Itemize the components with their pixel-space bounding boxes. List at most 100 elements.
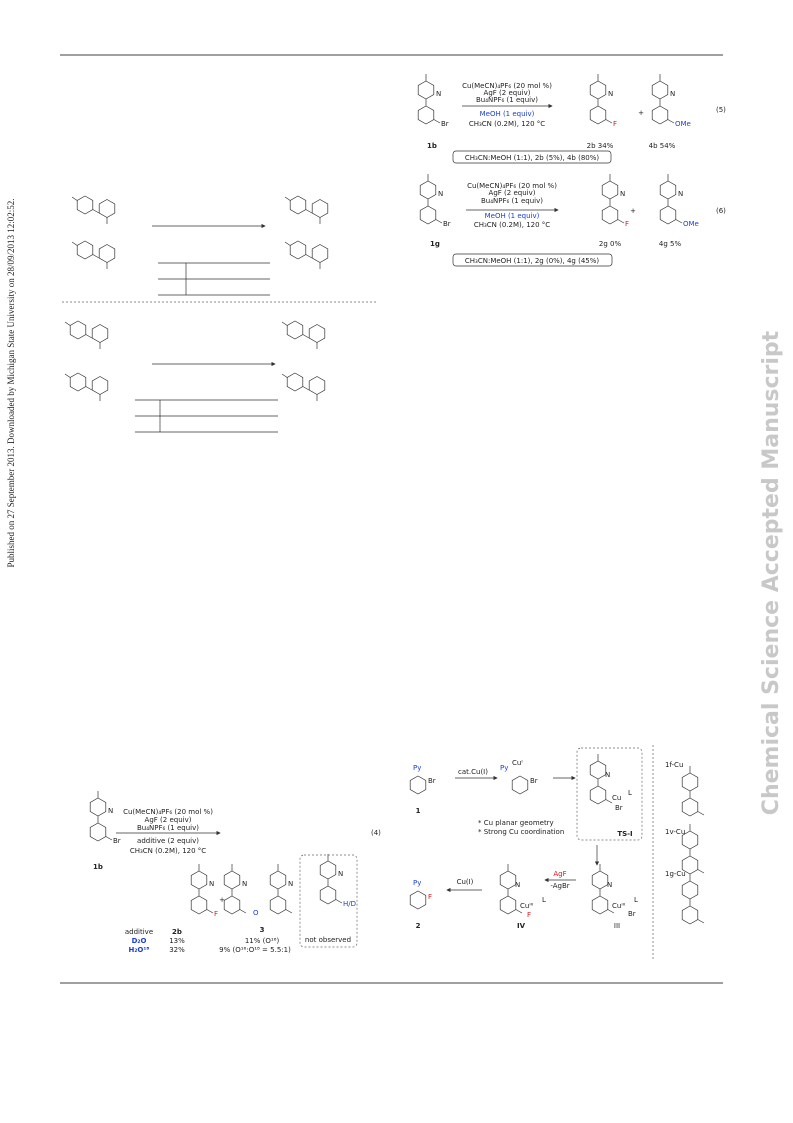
plus: + xyxy=(219,896,225,904)
compound-label: 1 xyxy=(416,807,421,815)
table-cell: 32% xyxy=(169,946,185,954)
equation-4: N Br N F O N N N H/D Cu(MeCN)₄PF₆ (20 mo… xyxy=(90,791,381,954)
atom: N xyxy=(338,870,343,878)
atom: Py xyxy=(413,764,421,772)
atom: N xyxy=(436,90,441,98)
atom: F xyxy=(527,911,531,919)
complex-label: 1f-Cu xyxy=(665,761,683,769)
atom: N xyxy=(515,881,520,889)
table-header: 3 xyxy=(260,926,265,934)
atom: Br xyxy=(530,777,538,785)
compound-label: 1g xyxy=(430,240,440,248)
left-schemes xyxy=(62,196,378,433)
mechanism: Py Br Py Cuᴵ Br N Cu L Br N Cuᴵᴵᴵ L Br N… xyxy=(409,745,704,960)
equation-number: (6) xyxy=(716,207,726,215)
compound-label: 1b xyxy=(427,142,437,150)
product-label: 2g 0% xyxy=(599,240,622,248)
condition: additive (2 equiv) xyxy=(137,837,199,845)
product-label: 4g 5% xyxy=(659,240,682,248)
atom: N xyxy=(209,880,214,888)
box-label: not observed xyxy=(305,936,351,944)
note: * Strong Cu coordination xyxy=(478,828,564,836)
condition: Cu(MeCN)₄PF₆ (20 mol %) xyxy=(462,82,552,90)
complex-label: 1g-Cu xyxy=(665,870,686,878)
reagent: AgF xyxy=(553,870,566,878)
atom: L xyxy=(634,896,638,904)
atom: Cuᴵᴵᴵ xyxy=(520,902,533,910)
atom: Cuᴵᴵᴵ xyxy=(612,902,625,910)
atom: Cu xyxy=(612,794,621,802)
complex-label: 1v-Cu xyxy=(665,828,685,836)
catalyst: cat.Cu(I) xyxy=(458,768,488,776)
reagent: Cu(I) xyxy=(457,878,474,886)
atom: Py xyxy=(413,879,421,887)
table-cell: 13% xyxy=(169,937,185,945)
atom: N xyxy=(678,190,683,198)
table-cell: 11% (O¹⁶) xyxy=(245,937,280,945)
atom: Br xyxy=(441,120,449,128)
condition: MeOH (1 equiv) xyxy=(485,212,540,220)
ts-label: TS-I xyxy=(617,830,632,838)
atom: L xyxy=(628,789,632,797)
atom: N xyxy=(670,90,675,98)
note: CH₃CN:MeOH (1:1), 2g (0%), 4g (45%) xyxy=(465,257,600,265)
plus: + xyxy=(638,109,644,117)
condition: AgF (2 equiv) xyxy=(489,189,536,197)
reagent: -AgBr xyxy=(550,882,569,890)
compound-label: 2 xyxy=(416,922,421,930)
equation-6: N Br N F N OMe Cu(MeCN)₄PF₆ (20 mol %) A… xyxy=(420,174,726,267)
atom: F xyxy=(428,893,432,901)
atom: Cuᴵ xyxy=(512,759,523,767)
table-cell: D₂O xyxy=(132,937,147,945)
condition: CH₃CN (0.2M), 120 °C xyxy=(469,120,545,128)
atom: Br xyxy=(615,804,623,812)
plus: + xyxy=(630,207,636,215)
condition: MeOH (1 equiv) xyxy=(480,110,535,118)
condition: Bu₄NPF₆ (1 equiv) xyxy=(137,824,199,832)
atom: N xyxy=(288,880,293,888)
atom: F xyxy=(613,120,617,128)
compound-label: 1b xyxy=(93,863,103,871)
table-header: 2b xyxy=(172,928,182,936)
atom: Br xyxy=(628,910,636,918)
condition: AgF (2 equiv) xyxy=(145,816,192,824)
intermediate-label: IV xyxy=(517,922,526,930)
atom: N xyxy=(607,881,612,889)
atom: L xyxy=(542,896,546,904)
watermark: Chemical Science Accepted Manuscript xyxy=(759,330,784,815)
atom: H/D xyxy=(343,900,356,908)
atom: N xyxy=(605,771,610,779)
atom: OMe xyxy=(675,120,691,128)
atom: OMe xyxy=(683,220,699,228)
note: * Cu planar geometry xyxy=(478,819,554,827)
product-label: 4b 54% xyxy=(649,142,676,150)
atom: Py xyxy=(500,764,508,772)
condition: CH₃CN (0.2M), 120 °C xyxy=(130,847,206,855)
condition: Cu(MeCN)₄PF₆ (20 mol %) xyxy=(467,182,557,190)
atom: Br xyxy=(113,837,121,845)
atom: Br xyxy=(428,777,436,785)
table-cell: 9% (O¹⁶:O¹⁸ = 5.5:1) xyxy=(219,946,291,954)
condition: Cu(MeCN)₄PF₆ (20 mol %) xyxy=(123,808,213,816)
atom: F xyxy=(625,220,629,228)
condition: Bu₄NPF₆ (1 equiv) xyxy=(481,197,543,205)
atom: N xyxy=(438,190,443,198)
equation-number: (5) xyxy=(716,106,726,114)
publication-note: Published on 27 September 2013. Download… xyxy=(6,199,16,568)
condition: CH₃CN (0.2M), 120 °C xyxy=(474,221,550,229)
equation-number: (4) xyxy=(371,829,381,837)
condition: Bu₄NPF₆ (1 equiv) xyxy=(476,96,538,104)
atom: Br xyxy=(443,220,451,228)
atom: F xyxy=(214,910,218,918)
atom: N xyxy=(108,807,113,815)
table-header: additive xyxy=(125,928,153,936)
atom: N xyxy=(242,880,247,888)
condition: AgF (2 equiv) xyxy=(484,89,531,97)
product-label: 2b 34% xyxy=(587,142,614,150)
table-cell: H₂O¹⁸ xyxy=(128,946,149,954)
atom: N xyxy=(608,90,613,98)
atom: O xyxy=(253,909,259,917)
equation-5: N Br N F N OMe Cu(MeCN)₄PF₆ (20 mol %) A… xyxy=(418,74,726,164)
